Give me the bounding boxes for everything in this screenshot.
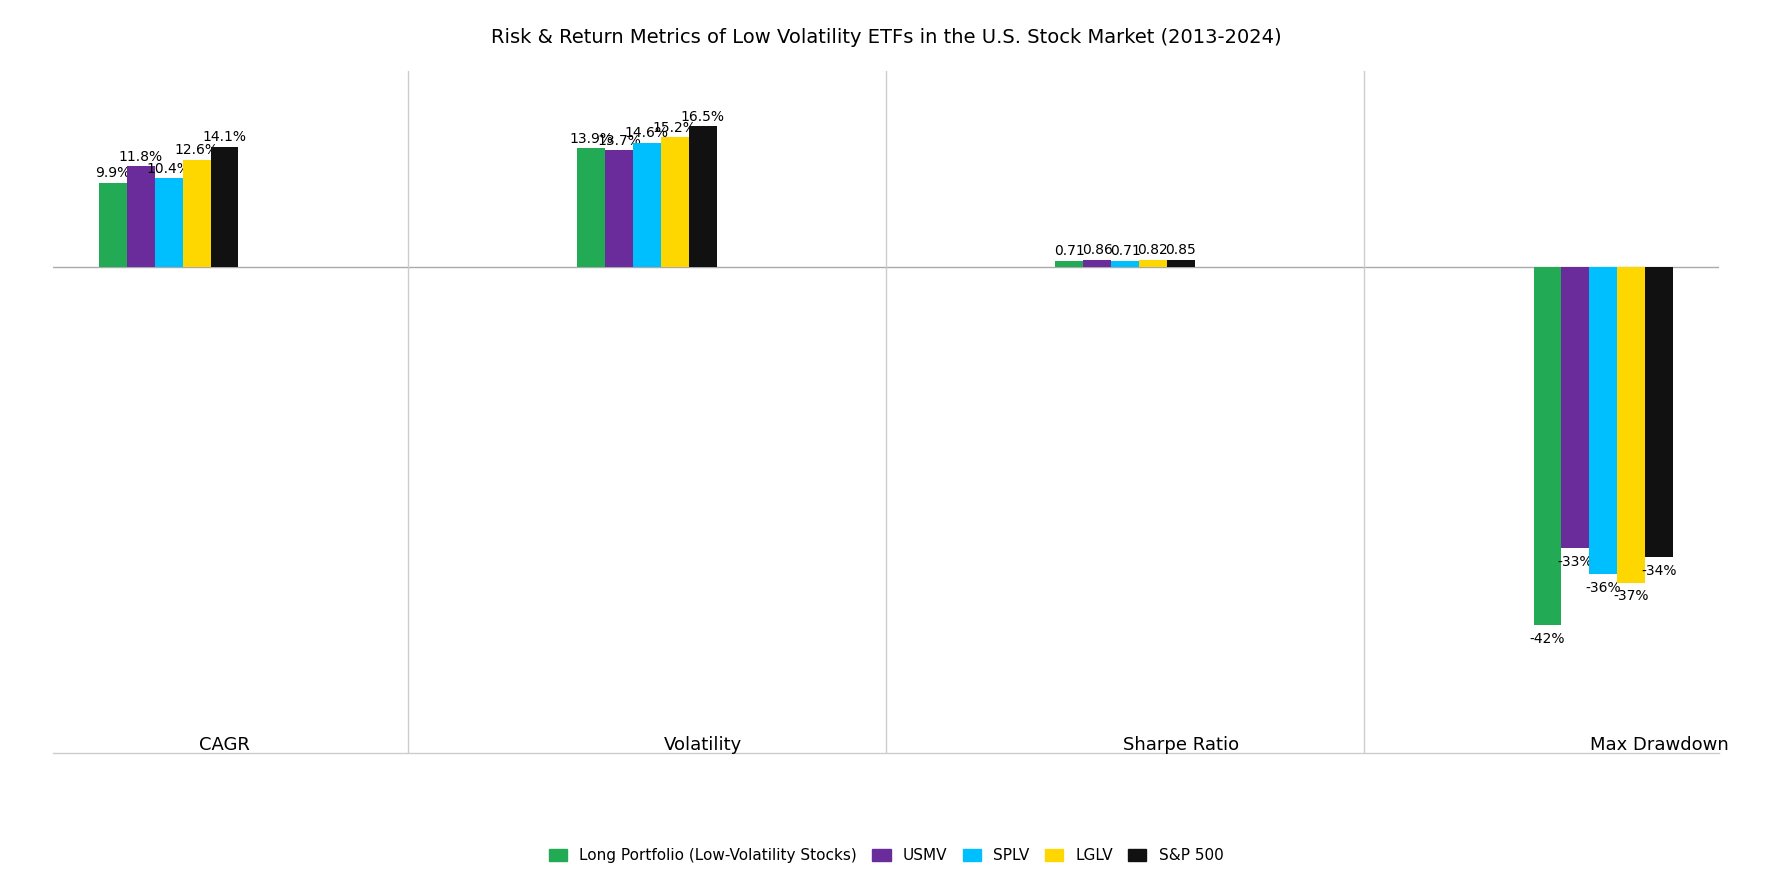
Bar xyxy=(661,137,689,267)
Bar xyxy=(183,159,211,267)
Text: -34%: -34% xyxy=(1641,563,1676,578)
Legend: Long Portfolio (Low-Volatility Stocks), USMV, SPLV, LGLV, S&P 500: Long Portfolio (Low-Volatility Stocks), … xyxy=(542,843,1230,869)
Text: 14.6%: 14.6% xyxy=(626,126,668,140)
Text: 12.6%: 12.6% xyxy=(175,143,218,157)
Title: Risk & Return Metrics of Low Volatility ETFs in the U.S. Stock Market (2013-2024: Risk & Return Metrics of Low Volatility … xyxy=(491,28,1281,47)
Bar xyxy=(1139,260,1168,267)
Bar xyxy=(1533,267,1561,626)
Bar xyxy=(689,127,716,267)
Text: 13.9%: 13.9% xyxy=(569,132,613,146)
Bar xyxy=(578,149,604,267)
Bar xyxy=(1083,260,1111,267)
Bar xyxy=(1111,261,1139,267)
Bar xyxy=(211,147,239,267)
Bar xyxy=(1561,267,1589,548)
Text: 9.9%: 9.9% xyxy=(96,166,131,180)
Text: 0.82: 0.82 xyxy=(1138,244,1168,258)
Bar xyxy=(99,183,128,267)
Text: Max Drawdown: Max Drawdown xyxy=(1589,736,1728,754)
Text: 0.85: 0.85 xyxy=(1166,244,1196,257)
Text: -36%: -36% xyxy=(1586,581,1621,595)
Text: -37%: -37% xyxy=(1614,589,1650,603)
Text: 14.1%: 14.1% xyxy=(202,130,246,144)
Bar xyxy=(1056,261,1083,267)
Text: 11.8%: 11.8% xyxy=(119,150,163,164)
Bar xyxy=(1618,267,1644,583)
Text: -33%: -33% xyxy=(1558,556,1593,570)
Text: 0.86: 0.86 xyxy=(1081,243,1113,257)
Bar xyxy=(1644,267,1673,557)
Bar xyxy=(633,143,661,267)
Text: 13.7%: 13.7% xyxy=(597,134,641,148)
Text: 16.5%: 16.5% xyxy=(680,110,725,124)
Bar xyxy=(154,178,183,267)
Text: 10.4%: 10.4% xyxy=(147,162,191,175)
Text: CAGR: CAGR xyxy=(198,736,250,754)
Bar xyxy=(1168,260,1194,267)
Bar xyxy=(1589,267,1618,574)
Text: 0.71: 0.71 xyxy=(1054,245,1084,259)
Text: 15.2%: 15.2% xyxy=(652,120,696,135)
Text: 0.71: 0.71 xyxy=(1109,245,1141,259)
Text: -42%: -42% xyxy=(1529,632,1565,646)
Text: Volatility: Volatility xyxy=(663,736,742,754)
Bar xyxy=(128,167,154,267)
Bar xyxy=(604,151,633,267)
Text: Sharpe Ratio: Sharpe Ratio xyxy=(1123,736,1239,754)
